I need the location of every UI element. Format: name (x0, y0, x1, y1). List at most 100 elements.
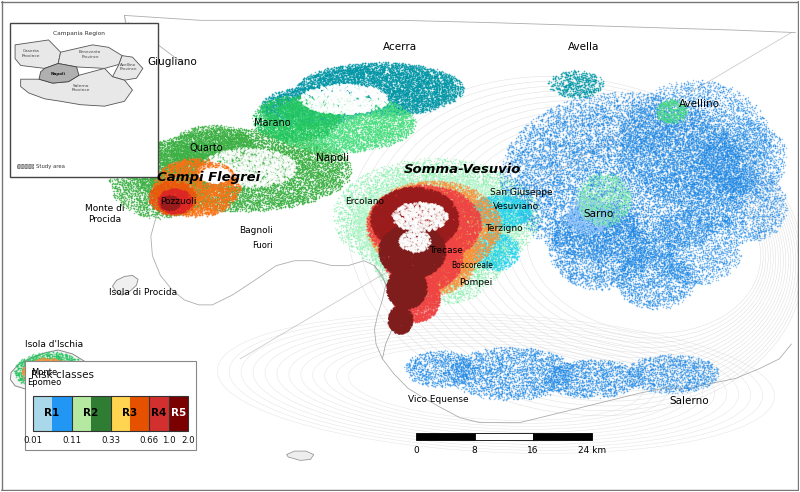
Point (350, 92, 362, 99)
Point (361, 72, 374, 80)
Point (179, 208, 192, 216)
Point (456, 237, 469, 245)
Point (633, 121, 646, 128)
Point (206, 198, 218, 206)
Point (242, 200, 255, 208)
Point (387, 268, 400, 276)
Point (486, 174, 498, 182)
Point (391, 262, 404, 270)
Point (474, 256, 487, 264)
Point (402, 243, 414, 251)
Point (300, 92, 313, 100)
Point (686, 209, 698, 217)
Point (283, 146, 296, 154)
Point (529, 175, 542, 183)
Point (283, 197, 296, 205)
Point (659, 145, 672, 153)
Point (311, 163, 324, 171)
Point (216, 142, 229, 150)
Point (433, 229, 446, 237)
Point (594, 220, 606, 228)
Point (336, 82, 349, 90)
Point (696, 138, 709, 146)
Point (402, 251, 415, 259)
Point (716, 219, 729, 227)
Point (202, 138, 215, 146)
Point (42, 382, 55, 390)
Point (326, 103, 339, 111)
Point (290, 113, 303, 121)
Point (410, 182, 423, 189)
Point (387, 247, 400, 255)
Point (174, 182, 186, 190)
Point (538, 156, 551, 164)
Point (379, 229, 392, 237)
Point (423, 243, 436, 250)
Point (392, 237, 405, 245)
Point (530, 365, 543, 373)
Point (469, 364, 482, 371)
Point (54, 361, 66, 369)
Point (309, 100, 322, 108)
Point (429, 263, 442, 271)
Point (283, 166, 296, 174)
Point (457, 249, 470, 257)
Point (390, 65, 402, 73)
Point (402, 274, 414, 281)
Point (209, 144, 222, 152)
Point (588, 274, 601, 282)
Point (408, 234, 421, 242)
Point (419, 311, 432, 319)
Point (489, 192, 502, 200)
Point (413, 223, 426, 231)
Point (283, 124, 296, 132)
Point (450, 253, 462, 261)
Point (23, 372, 36, 380)
Point (458, 242, 471, 250)
Point (445, 87, 458, 94)
Point (286, 113, 298, 121)
Point (157, 168, 170, 176)
Point (257, 190, 270, 198)
Point (411, 279, 424, 287)
Point (438, 218, 450, 226)
Point (475, 211, 488, 218)
Point (267, 108, 280, 116)
Point (370, 203, 382, 211)
Point (489, 251, 502, 259)
Point (421, 193, 434, 201)
Point (464, 236, 477, 244)
Point (563, 219, 576, 227)
Point (166, 200, 179, 208)
Point (132, 153, 145, 160)
Point (226, 145, 239, 153)
Point (324, 116, 337, 123)
Point (340, 133, 353, 141)
Point (290, 142, 303, 150)
Point (393, 233, 406, 241)
Point (187, 141, 200, 149)
Point (488, 386, 501, 394)
Point (418, 232, 431, 240)
Point (469, 348, 482, 356)
Point (399, 262, 412, 270)
Point (355, 66, 368, 74)
Point (454, 213, 467, 221)
Point (409, 194, 422, 202)
Point (300, 121, 313, 128)
Point (571, 211, 584, 219)
Point (445, 76, 458, 84)
Point (387, 275, 400, 283)
Point (220, 138, 233, 146)
Point (419, 71, 432, 79)
Point (628, 370, 641, 378)
Point (134, 176, 147, 184)
Point (418, 272, 431, 280)
Point (403, 241, 416, 249)
Point (624, 201, 637, 209)
Point (397, 267, 410, 275)
Point (634, 135, 647, 143)
Point (436, 224, 449, 232)
Point (203, 169, 216, 177)
Point (612, 179, 625, 186)
